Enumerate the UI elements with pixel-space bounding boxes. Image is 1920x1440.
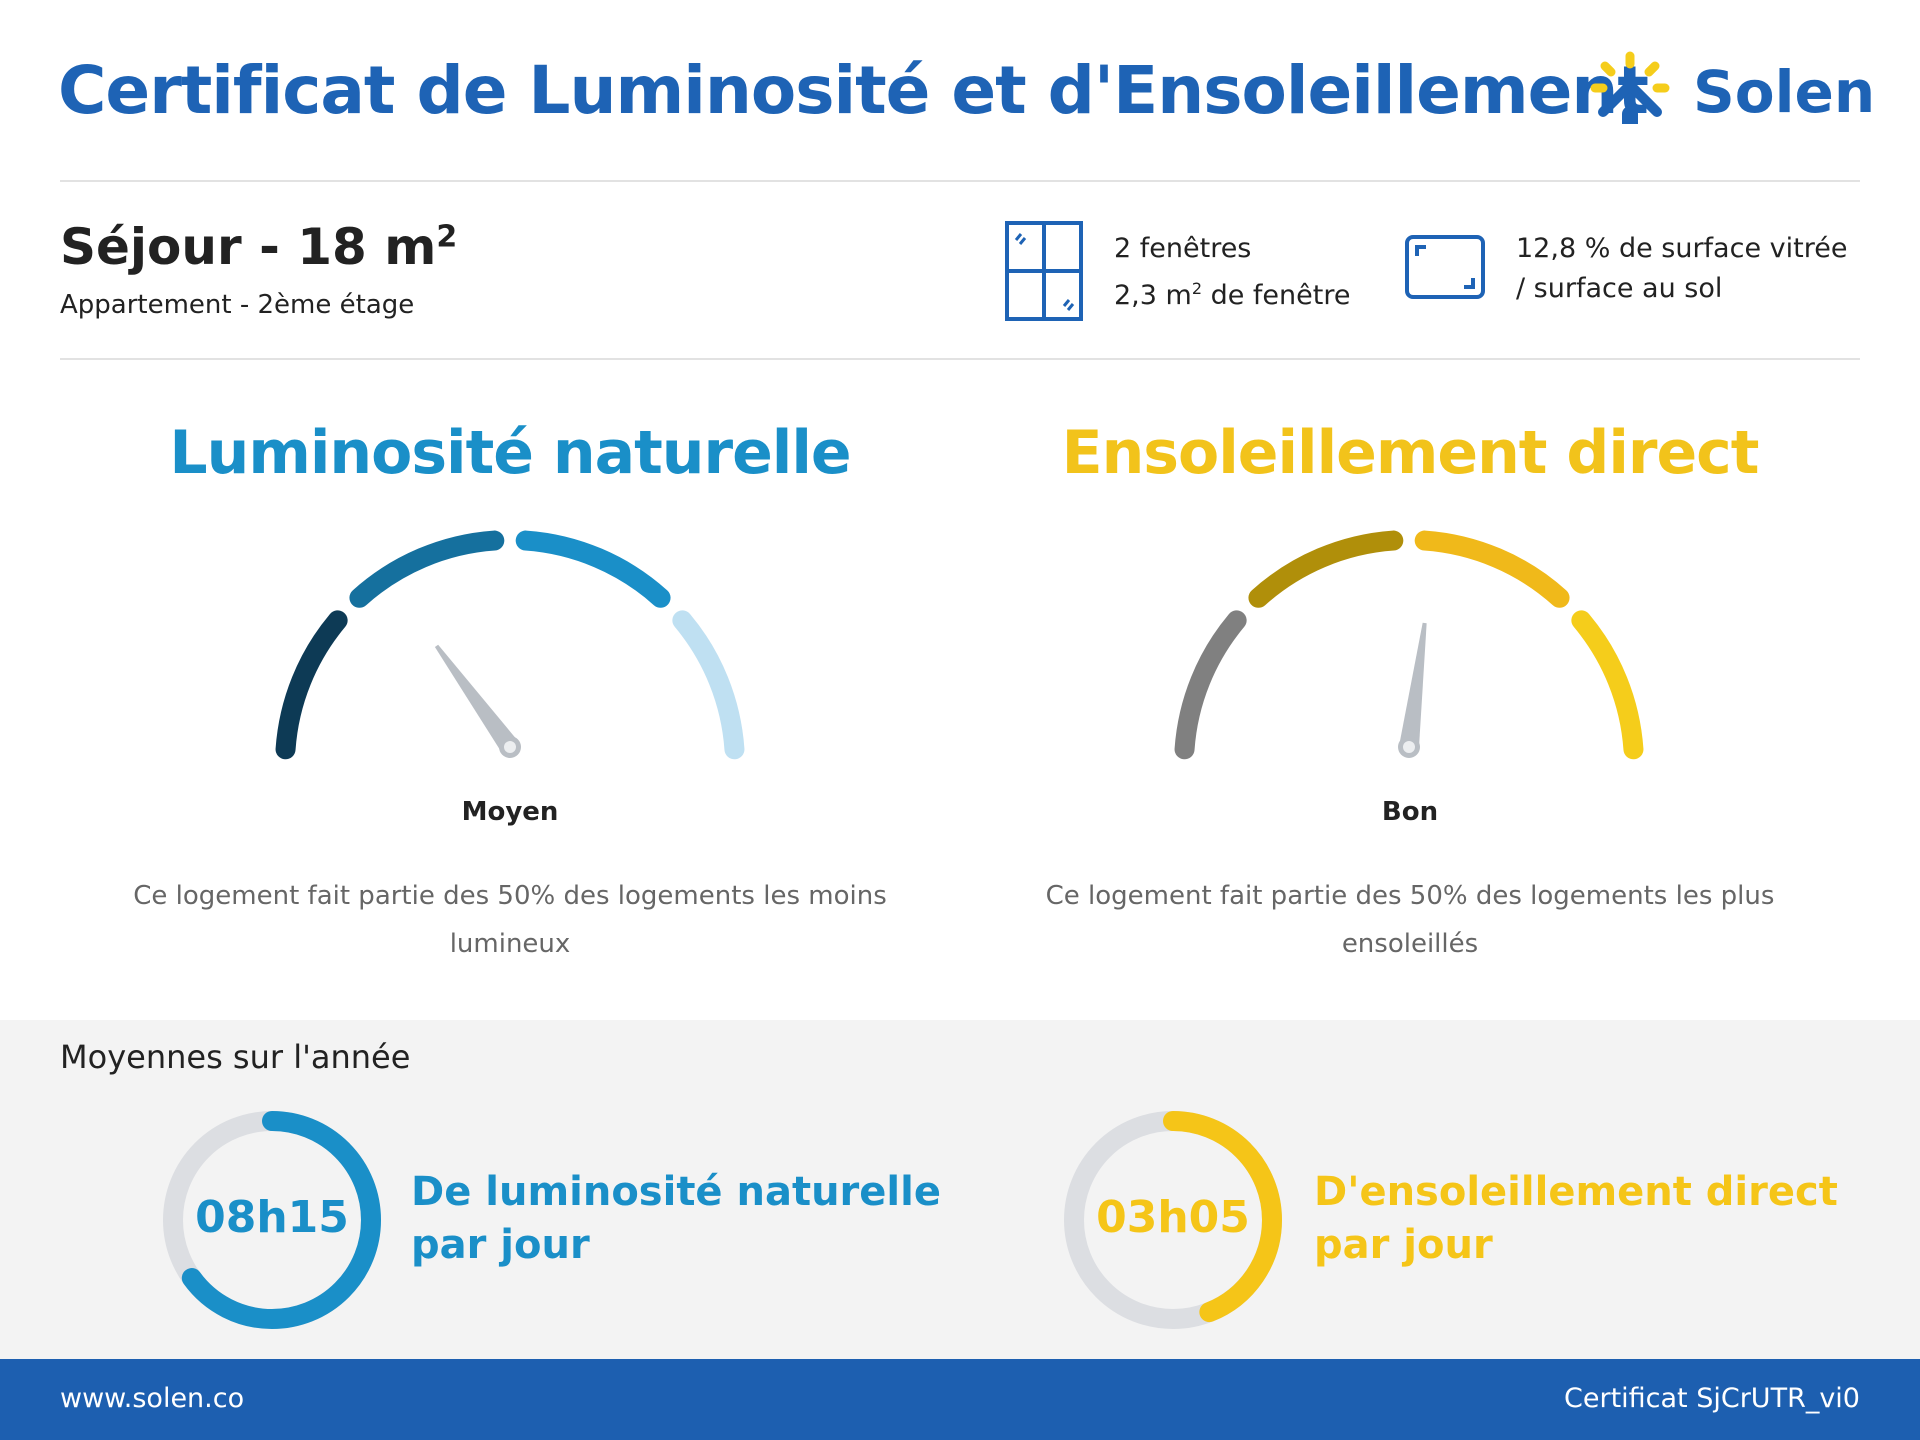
sun-house-icon bbox=[1590, 51, 1670, 124]
ring-label-sunshine: D'ensoleillement direct par jour bbox=[1314, 1166, 1838, 1272]
gauge-title-sunshine: Ensoleillement direct bbox=[1061, 418, 1760, 488]
needle-pivot-center bbox=[1403, 741, 1415, 753]
ring-progress bbox=[163, 1111, 381, 1329]
footer bbox=[0, 1359, 1920, 1440]
website-link[interactable]: www.solen.co bbox=[60, 1383, 245, 1414]
gauge-rating-luminosity: Moyen bbox=[461, 797, 559, 827]
gauge-segment bbox=[1414, 530, 1570, 608]
gauge-description-luminosity: Ce logement fait partie des 50% des loge… bbox=[133, 881, 887, 959]
windows-count: 2 fenêtres bbox=[1114, 233, 1252, 264]
gauge-sunshine bbox=[1174, 530, 1644, 760]
gauge-needle bbox=[1399, 622, 1427, 749]
gauge-segment bbox=[275, 610, 348, 760]
ring-value-sunshine: 03h05 bbox=[1096, 1192, 1250, 1243]
solen-logo bbox=[1590, 51, 1670, 124]
needle-pivot-center bbox=[504, 741, 516, 753]
label-line: par jour bbox=[1314, 1222, 1493, 1268]
gauge-segment bbox=[1174, 610, 1247, 760]
room-title: Séjour - 18 m2 bbox=[60, 218, 458, 276]
certificate-id: Certificat SjCrUTR_vi0 bbox=[1564, 1383, 1860, 1414]
gauge-segment bbox=[1248, 530, 1404, 608]
gauge-needle bbox=[434, 644, 519, 753]
gauge-segment bbox=[672, 610, 745, 760]
label-line: par jour bbox=[411, 1222, 590, 1268]
window-icon bbox=[1005, 221, 1083, 321]
gauge-segment bbox=[349, 530, 505, 608]
ring-label-luminosity: De luminosité naturelle par jour bbox=[411, 1166, 941, 1272]
windows-info: 2 fenêtres 2,3 m2 de fenêtre bbox=[1114, 229, 1350, 316]
surface-frame-icon bbox=[1405, 235, 1485, 299]
label-line: D'ensoleillement direct bbox=[1314, 1169, 1838, 1215]
logo-text: Solen bbox=[1693, 58, 1876, 126]
ring-sunshine bbox=[1064, 1111, 1282, 1329]
label-line: De luminosité naturelle bbox=[411, 1169, 941, 1215]
surface-ratio-suffix: / surface au sol bbox=[1516, 273, 1723, 304]
surface-info: 12,8 % de surface vitrée / surface au so… bbox=[1516, 229, 1847, 309]
windows-area: 2,3 m2 de fenêtre bbox=[1114, 279, 1351, 311]
gauge-segment bbox=[1571, 610, 1644, 760]
averages-title: Moyennes sur l'année bbox=[60, 1038, 411, 1076]
gauge-rating-sunshine: Bon bbox=[1381, 797, 1439, 827]
gauge-title-luminosity: Luminosité naturelle bbox=[169, 418, 851, 488]
gauge-description-sunshine: Ce logement fait partie des 50% des loge… bbox=[1045, 881, 1775, 959]
surface-ratio: 12,8 % de surface vitrée bbox=[1516, 233, 1848, 264]
room-subtitle: Appartement - 2ème étage bbox=[60, 290, 415, 320]
page-title: Certificat de Luminosité et d'Ensoleille… bbox=[58, 52, 1649, 129]
divider bbox=[60, 358, 1860, 360]
gauge-luminosity bbox=[275, 530, 745, 760]
divider bbox=[60, 180, 1860, 182]
gauge-segment bbox=[515, 530, 671, 608]
ring-luminosity bbox=[163, 1111, 381, 1329]
ring-value-luminosity: 08h15 bbox=[195, 1192, 349, 1243]
ring-progress bbox=[1064, 1111, 1282, 1329]
